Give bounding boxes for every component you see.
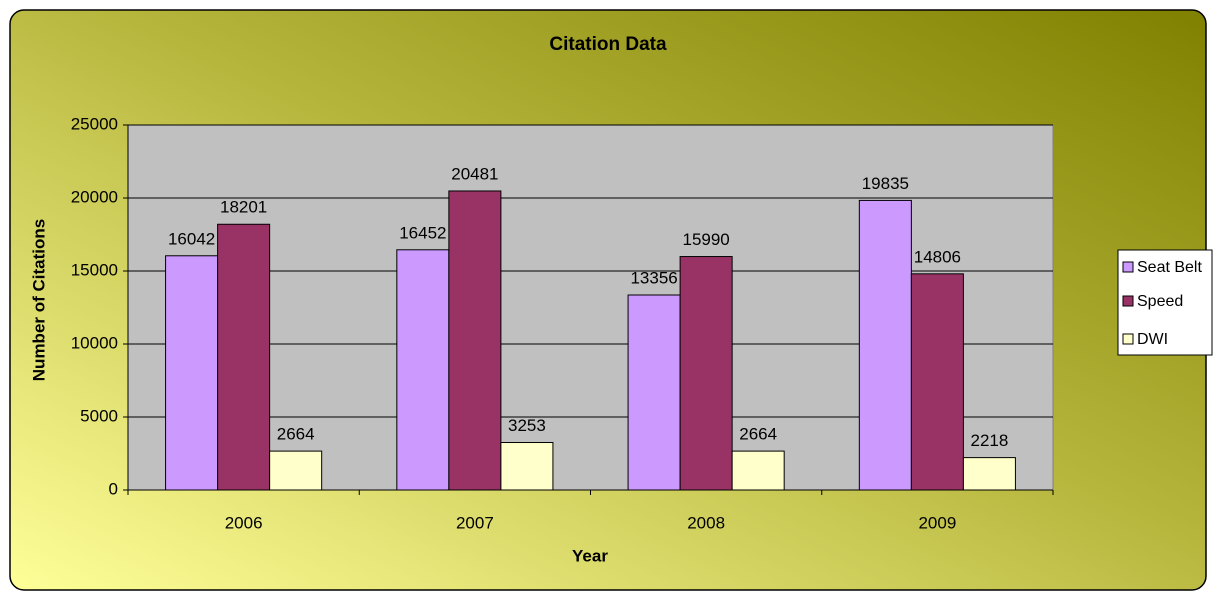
data-label: 2664 xyxy=(739,425,777,444)
legend xyxy=(1117,249,1213,356)
legend-label: DWI xyxy=(1137,331,1168,348)
bar xyxy=(269,450,323,491)
x-tick-label: 2008 xyxy=(687,513,725,532)
bar xyxy=(962,457,1016,491)
legend-swatch xyxy=(1122,333,1134,345)
data-label: 19835 xyxy=(862,174,909,193)
data-label: 14806 xyxy=(914,247,961,266)
y-tick-label: 10000 xyxy=(71,333,118,352)
data-label: 2218 xyxy=(970,431,1008,450)
bar xyxy=(500,442,554,491)
legend-swatch xyxy=(1122,261,1134,273)
data-label: 16042 xyxy=(168,229,215,248)
y-tick-label: 15000 xyxy=(71,260,118,279)
data-label: 16452 xyxy=(399,223,446,242)
bar xyxy=(679,256,733,491)
legend-label: Seat Belt xyxy=(1137,259,1202,276)
bar xyxy=(448,190,502,491)
legend-label: Speed xyxy=(1137,293,1183,310)
y-tick-label: 0 xyxy=(109,479,118,498)
data-label: 15990 xyxy=(682,230,729,249)
bar xyxy=(396,249,450,491)
legend-swatch xyxy=(1122,295,1134,307)
x-axis-title: Year xyxy=(572,546,608,565)
bar xyxy=(217,223,271,491)
y-axis-title: Number of Citations xyxy=(29,219,48,381)
bar xyxy=(910,273,964,491)
data-label: 13356 xyxy=(630,268,677,287)
bar xyxy=(858,199,912,491)
x-tick-label: 2009 xyxy=(918,513,956,532)
chart-title: Citation Data xyxy=(549,34,667,55)
bar xyxy=(731,450,785,491)
y-tick-label: 5000 xyxy=(80,406,118,425)
y-tick-label: 20000 xyxy=(71,187,118,206)
x-tick-label: 2007 xyxy=(456,513,494,532)
bar xyxy=(627,294,681,491)
data-label: 2664 xyxy=(277,425,315,444)
x-tick-label: 2006 xyxy=(225,513,263,532)
y-tick-label: 25000 xyxy=(71,114,118,133)
bar xyxy=(165,255,219,491)
data-label: 20481 xyxy=(451,164,498,183)
data-label: 3253 xyxy=(508,416,546,435)
data-label: 18201 xyxy=(220,198,267,217)
